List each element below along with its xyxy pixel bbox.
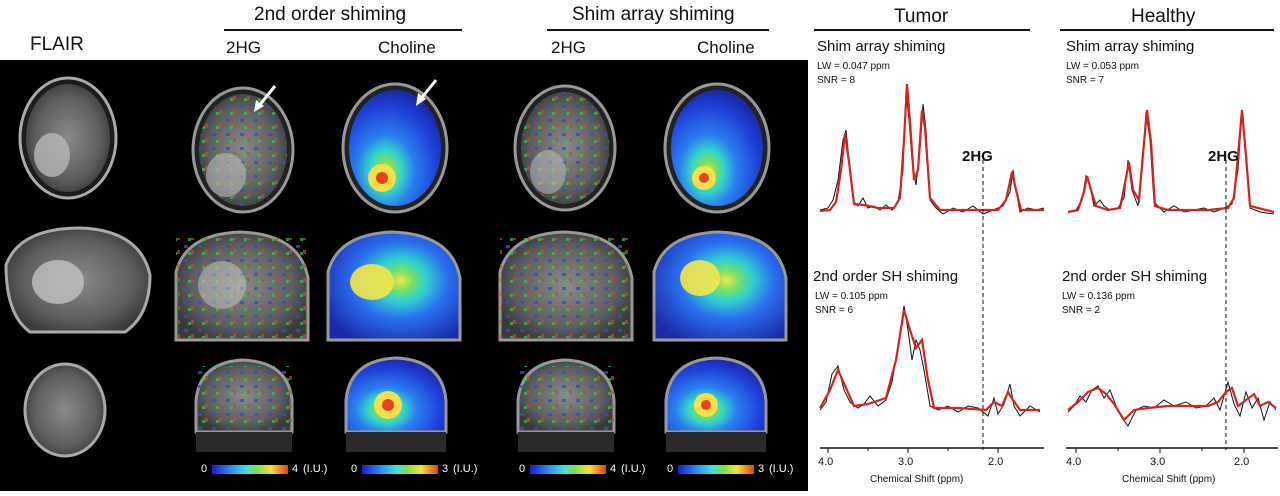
tumor-underline bbox=[814, 29, 1030, 31]
sa-choline-coronal bbox=[664, 356, 768, 452]
sa-2hg-coronal bbox=[516, 358, 616, 452]
so-2hg-axial bbox=[191, 85, 295, 214]
tumor-xlabel: Chemical Shift (ppm) bbox=[870, 474, 964, 485]
healthy-bottom-lw: LW = 0.136 ppm bbox=[1062, 291, 1135, 302]
flair-sagittal bbox=[4, 226, 152, 334]
shim-array-header: Shim array shiming bbox=[572, 4, 735, 25]
healthy-bottom-title: 2nd order SH shiming bbox=[1062, 268, 1208, 285]
healthy-tick-2: 2.0 bbox=[1234, 456, 1250, 468]
sa-choline-sagittal bbox=[652, 230, 788, 342]
so-choline-axial bbox=[341, 79, 449, 214]
tumor-header: Tumor bbox=[894, 6, 949, 27]
healthy-top-title: Shim array shiming bbox=[1066, 38, 1195, 55]
tumor-tick-2: 2.0 bbox=[988, 456, 1004, 468]
tumor-tick-4: 4.0 bbox=[818, 456, 834, 468]
cb1-min: 0 bbox=[201, 463, 208, 475]
spectrum-tumor-top bbox=[819, 83, 1045, 450]
shim-array-underline bbox=[547, 29, 769, 31]
spectra-panel bbox=[819, 83, 1278, 453]
flair-header: FLAIR bbox=[30, 34, 84, 55]
healthy-tick-3: 3.0 bbox=[1150, 456, 1166, 468]
tumor-2hg-marker-label: 2HG bbox=[962, 148, 993, 165]
healthy-xlabel: Chemical Shift (ppm) bbox=[1122, 474, 1216, 485]
so-2hg-sagittal bbox=[174, 230, 310, 342]
tumor-top-title: Shim array shiming bbox=[817, 38, 946, 55]
healthy-underline bbox=[1060, 29, 1274, 31]
sa-2hg-subheader: 2HG bbox=[551, 38, 586, 57]
cb3-max: 4 bbox=[610, 463, 617, 475]
flair-axial bbox=[18, 76, 118, 200]
cb3-min: 0 bbox=[519, 463, 526, 475]
sa-choline-subheader: Choline bbox=[697, 38, 755, 57]
cb1-max: 4 bbox=[292, 463, 299, 475]
fit-trace bbox=[819, 309, 1040, 412]
cb4-max: 3 bbox=[758, 463, 765, 475]
flair-coronal bbox=[23, 362, 107, 458]
spectrum-tumor-bottom bbox=[819, 305, 1041, 417]
healthy-header: Healthy bbox=[1131, 6, 1196, 27]
sa-2hg-sagittal bbox=[498, 230, 634, 342]
second-order-header: 2nd order shiming bbox=[254, 4, 407, 25]
so-2hg-subheader: 2HG bbox=[226, 38, 261, 57]
so-choline-subheader: Choline bbox=[378, 38, 436, 57]
row-axial bbox=[18, 76, 771, 214]
tumor-bottom-snr: SNR = 6 bbox=[815, 305, 854, 316]
spectrum-healthy-bottom bbox=[1067, 380, 1277, 427]
sa-2hg-axial bbox=[513, 84, 617, 212]
cb1-unit: (I.U.) bbox=[303, 463, 328, 475]
colorbar-so-choline bbox=[362, 465, 438, 474]
cb4-unit: (I.U.) bbox=[769, 463, 794, 475]
raw-trace bbox=[819, 305, 1041, 417]
x-axis-tumor bbox=[820, 447, 1044, 453]
sa-choline-axial bbox=[663, 82, 771, 214]
so-choline-sagittal bbox=[326, 230, 462, 342]
healthy-top-snr: SNR = 7 bbox=[1066, 75, 1105, 86]
healthy-bottom-snr: SNR = 2 bbox=[1062, 305, 1101, 316]
raw-trace bbox=[1067, 380, 1277, 427]
spectrum-healthy-top bbox=[1067, 109, 1275, 450]
cb4-min: 0 bbox=[667, 463, 674, 475]
colorbar-sa-2hg bbox=[530, 465, 606, 474]
tumor-top-lw: LW = 0.047 ppm bbox=[817, 61, 890, 72]
fit-trace bbox=[1067, 109, 1275, 214]
so-choline-coronal bbox=[344, 356, 448, 452]
tumor-tick-3: 3.0 bbox=[898, 456, 914, 468]
fit-trace bbox=[819, 83, 1044, 213]
cb3-unit: (I.U.) bbox=[621, 463, 646, 475]
cb2-unit: (I.U.) bbox=[453, 463, 478, 475]
healthy-tick-4: 4.0 bbox=[1066, 456, 1082, 468]
fit-trace bbox=[1067, 386, 1277, 422]
healthy-top-lw: LW = 0.053 ppm bbox=[1066, 61, 1139, 72]
row-coronal bbox=[23, 356, 768, 458]
so-2hg-coronal bbox=[194, 358, 294, 452]
healthy-2hg-marker-label: 2HG bbox=[1208, 148, 1239, 165]
mri-panel: 0 4 (I.U.) 0 3 (I.U.) 0 4 (I.U.) 0 3 (I.… bbox=[0, 60, 808, 491]
cb2-min: 0 bbox=[351, 463, 358, 475]
tumor-bottom-lw: LW = 0.105 ppm bbox=[815, 291, 888, 302]
colorbar-so-2hg bbox=[212, 465, 288, 474]
tumor-top-snr: SNR = 8 bbox=[817, 75, 856, 86]
tumor-bottom-title: 2nd order SH shiming bbox=[813, 268, 959, 285]
second-order-underline bbox=[224, 29, 462, 31]
mri-grid bbox=[4, 76, 788, 474]
row-sagittal bbox=[4, 226, 788, 342]
x-axis-healthy bbox=[1066, 447, 1278, 453]
cb2-max: 3 bbox=[442, 463, 449, 475]
colorbar-sa-choline bbox=[678, 465, 754, 474]
